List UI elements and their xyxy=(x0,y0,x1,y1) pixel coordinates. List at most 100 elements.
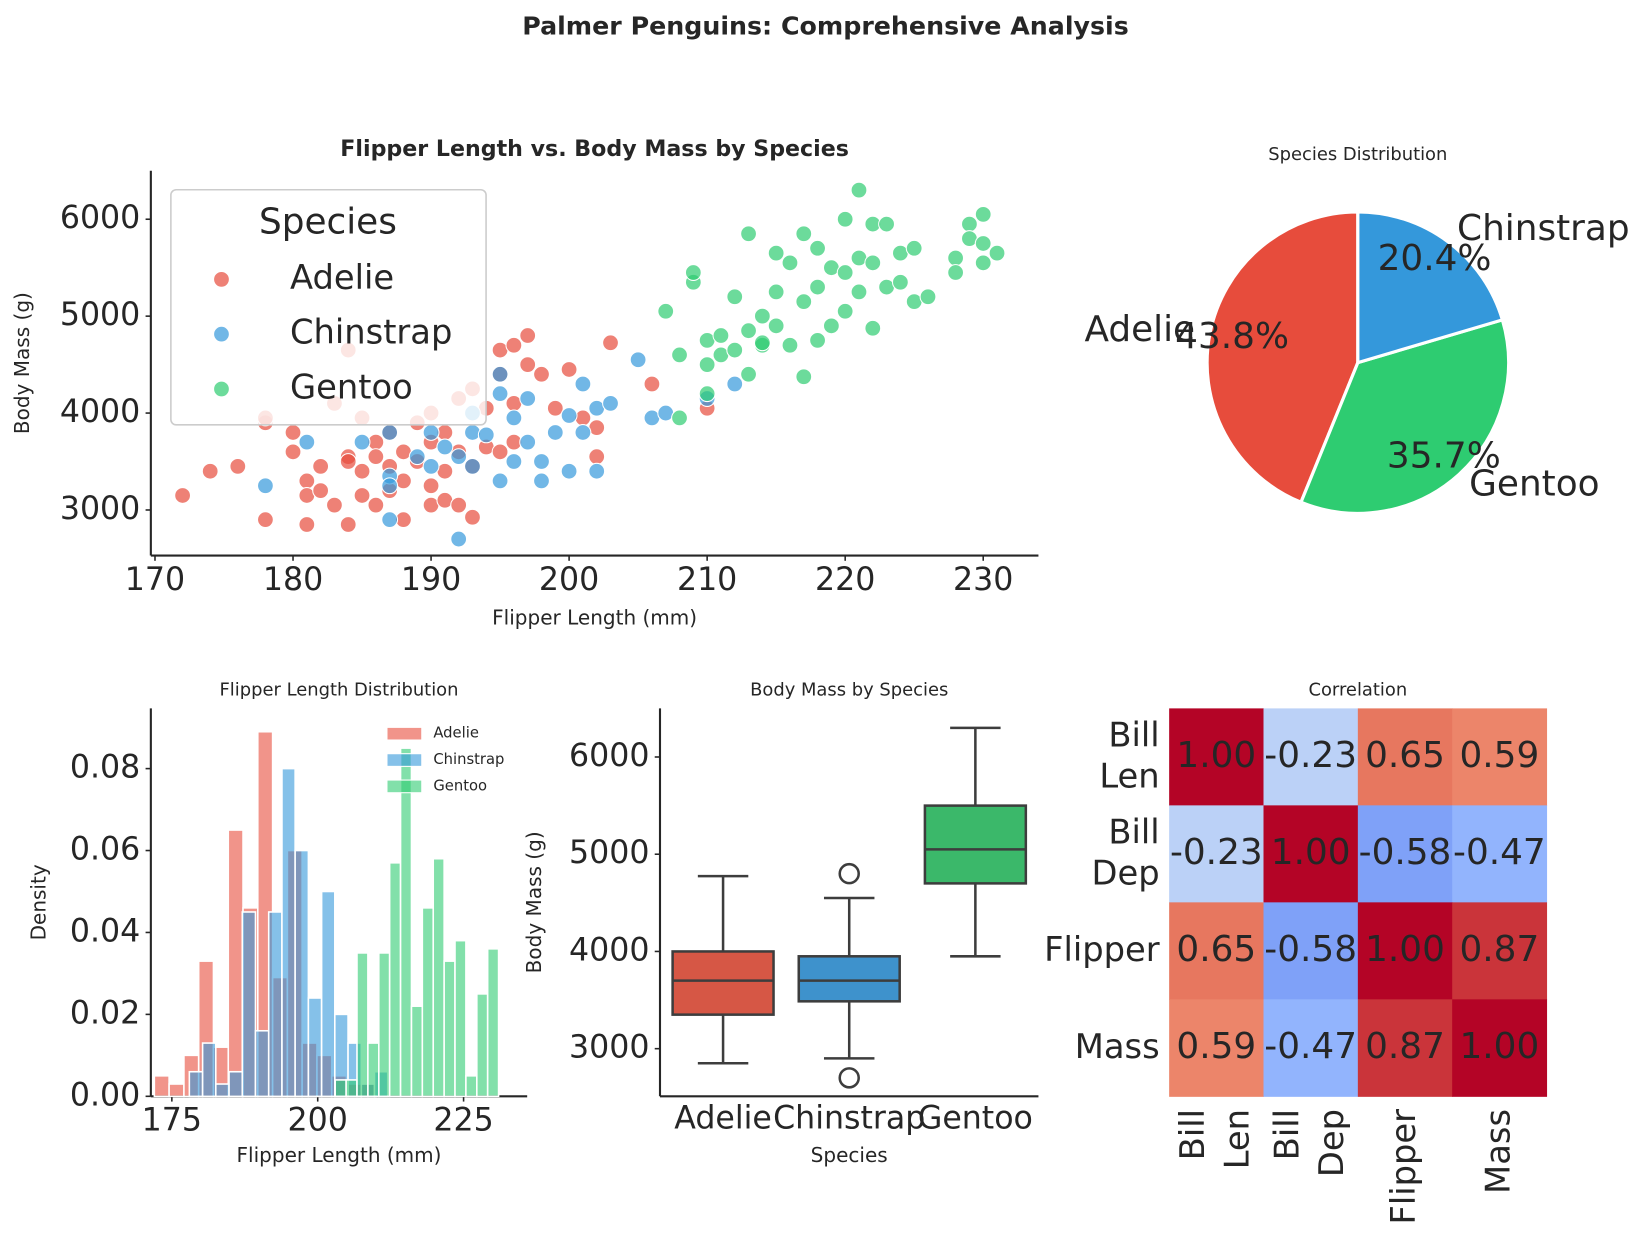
cell-label: 1.00 xyxy=(1271,832,1351,873)
scatter-point xyxy=(836,302,854,320)
cell-label: -0.23 xyxy=(1170,832,1263,873)
y-tick-label: 0.02 xyxy=(70,995,140,1031)
histogram-bar xyxy=(410,1005,424,1098)
y-tick-label: 3000 xyxy=(569,1030,649,1066)
chart-title: Flipper Length vs. Body Mass by Species xyxy=(340,136,849,162)
legend-label: Gentoo xyxy=(290,367,413,406)
scatter-point xyxy=(229,457,247,475)
cell-label: -0.47 xyxy=(1453,832,1546,873)
scatter-point xyxy=(864,254,882,272)
cell-label: 0.87 xyxy=(1459,929,1539,970)
y-tick-label: Mass xyxy=(1075,1026,1160,1065)
scatter-point xyxy=(657,302,675,320)
scatter-point xyxy=(864,319,882,337)
pie-value-label: 20.4% xyxy=(1378,238,1492,279)
legend-label: Adelie xyxy=(290,258,394,297)
histogram-bar xyxy=(307,997,323,1098)
scatter-point xyxy=(795,368,813,386)
scatter-point xyxy=(974,205,992,223)
scatter-point xyxy=(588,448,606,466)
scatter-point xyxy=(533,472,550,490)
pie-slice xyxy=(1205,210,1360,505)
y-tick-label: 6000 xyxy=(569,738,649,774)
scatter-point xyxy=(381,477,399,495)
x-tick-label: 220 xyxy=(815,562,875,598)
scatter-point xyxy=(919,288,937,306)
scatter-point xyxy=(767,317,785,335)
histogram-bar xyxy=(367,1042,380,1098)
y-axis-label: Density xyxy=(27,864,51,940)
scatter-point xyxy=(602,394,619,412)
scatter-point xyxy=(574,375,592,393)
x-tick-group: Bill Len xyxy=(1173,1109,1256,1169)
heatmap-cell xyxy=(1263,805,1359,903)
scatter-point xyxy=(753,334,771,352)
scatter-point xyxy=(326,496,343,514)
scatter-point xyxy=(422,424,440,441)
scatter-point xyxy=(422,457,440,475)
scatter-point xyxy=(588,462,606,480)
y-tick-label: 0.00 xyxy=(70,1077,140,1113)
scatter-point xyxy=(850,181,868,199)
scatter-point xyxy=(905,239,923,257)
histogram-bar xyxy=(228,1070,244,1098)
scatter-point xyxy=(726,288,744,306)
y-tick-label: 3000 xyxy=(60,491,140,527)
cell-label: 0.65 xyxy=(1176,929,1256,970)
y-tick-label: Flipper xyxy=(1044,929,1160,968)
cell-label: -0.58 xyxy=(1359,832,1452,873)
pie-slice xyxy=(1298,317,1511,515)
scatter-point xyxy=(256,477,274,495)
scatter-point xyxy=(740,225,757,243)
histogram-bar xyxy=(214,1083,230,1098)
scatter-point xyxy=(367,496,385,514)
histogram-bar xyxy=(267,911,283,1098)
scatter-point xyxy=(947,249,965,267)
legend-label: Gentoo xyxy=(433,777,487,794)
pie-label: Chinstrap xyxy=(1457,208,1630,249)
scatter-point xyxy=(726,341,744,359)
legend-patch xyxy=(386,753,423,767)
heatmap-cell xyxy=(1452,999,1548,1097)
cell-label: -0.23 xyxy=(1264,735,1357,776)
heatmap-cell xyxy=(1169,708,1265,806)
scatter-point xyxy=(450,448,468,466)
scatter-point xyxy=(850,283,868,301)
scatter-point xyxy=(891,273,909,291)
scatter-point xyxy=(491,472,509,490)
scatter-point xyxy=(836,264,854,281)
scatter-point xyxy=(464,508,481,526)
scatter-point xyxy=(174,487,192,504)
histogram-bar xyxy=(388,862,402,1098)
scatter-point xyxy=(284,443,302,461)
chart-title: Species Distribution xyxy=(1268,144,1447,165)
scatter-point xyxy=(712,327,730,344)
scatter-point xyxy=(491,385,509,403)
histogram-bar xyxy=(153,1075,170,1098)
heatmap-cell xyxy=(1357,999,1453,1097)
heatmap-cell xyxy=(1263,708,1359,806)
histogram-bar xyxy=(294,849,310,1098)
scatter-point xyxy=(753,307,771,325)
legend-label: Adelie xyxy=(433,725,479,742)
x-tick-label: Chinstrap xyxy=(773,1101,925,1137)
cell-label: -0.47 xyxy=(1264,1026,1357,1067)
histogram-bar xyxy=(465,1075,478,1098)
heatmap-cell xyxy=(1452,805,1548,903)
heatmap-cell xyxy=(1263,902,1359,1000)
scatter-point xyxy=(809,278,827,296)
scatter-point xyxy=(353,462,371,480)
histogram-bar xyxy=(454,939,467,1098)
scatter-point xyxy=(767,283,785,301)
scatter-point xyxy=(436,438,454,456)
scatter-point xyxy=(381,424,399,441)
histogram-bar xyxy=(345,1079,358,1098)
scatter-point xyxy=(974,235,992,252)
x-tick-label: 170 xyxy=(125,562,185,598)
cell-label: 1.00 xyxy=(1459,1026,1539,1067)
x-tick-label: 180 xyxy=(263,562,323,598)
scatter-point xyxy=(422,477,440,495)
scatter-point xyxy=(602,334,619,352)
scatter-point xyxy=(201,462,219,480)
